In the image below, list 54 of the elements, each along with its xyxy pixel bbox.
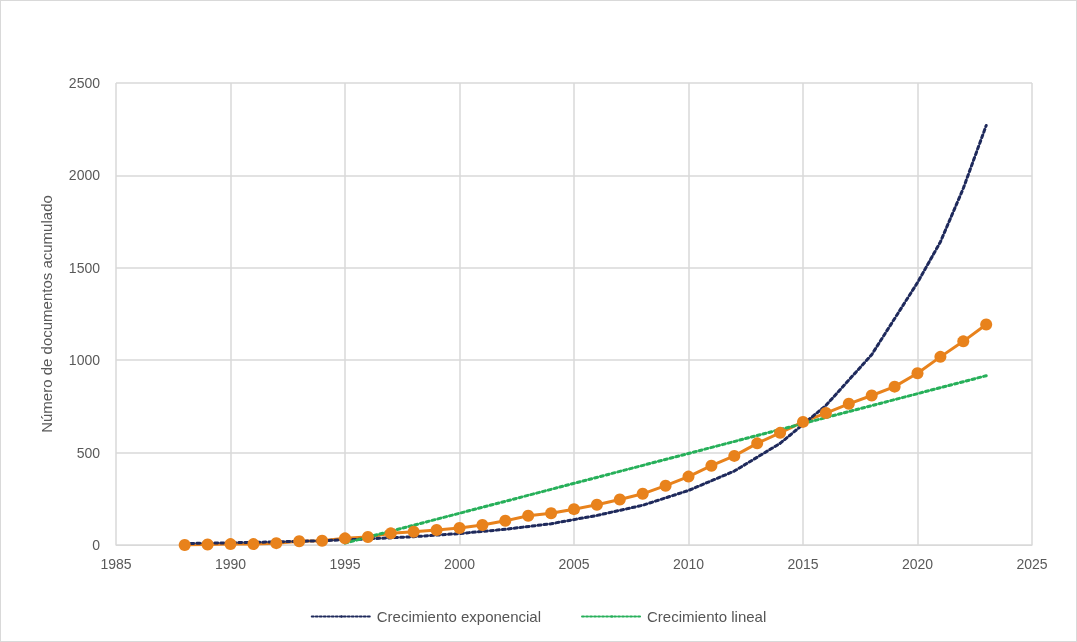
point <box>613 493 626 506</box>
point <box>682 470 695 483</box>
point <box>522 509 535 522</box>
point <box>980 318 993 331</box>
point <box>430 524 443 537</box>
point <box>774 426 787 439</box>
y-tick-label: 1500 <box>68 259 101 276</box>
point <box>728 449 741 462</box>
point <box>339 532 351 545</box>
point <box>705 459 718 472</box>
point <box>178 539 191 551</box>
point <box>934 350 947 363</box>
point <box>247 538 260 551</box>
x-tick-label: 1985 <box>100 556 132 572</box>
point <box>659 479 672 492</box>
legend-label: Crecimiento exponencial <box>376 608 542 625</box>
x-tick-label: 2020 <box>901 556 934 572</box>
x-tick-label: 2025 <box>1016 556 1048 572</box>
point <box>270 537 283 550</box>
point <box>361 531 374 544</box>
point <box>911 367 924 380</box>
point <box>751 437 764 450</box>
x-tick-label: 2015 <box>787 556 819 572</box>
point <box>568 503 580 516</box>
point <box>797 415 809 428</box>
point <box>499 514 512 527</box>
point <box>316 534 329 547</box>
y-axis-title: Número de documentos acumulado <box>38 195 55 433</box>
point <box>293 535 306 548</box>
y-tick-label: 2000 <box>68 167 101 184</box>
point <box>407 525 420 538</box>
point <box>888 380 901 393</box>
y-tick-label: 2500 <box>68 75 101 91</box>
x-tick-label: 1990 <box>214 556 247 572</box>
y-tick-label: 0 <box>92 537 101 553</box>
point <box>842 397 855 410</box>
point <box>384 527 397 540</box>
y-tick-label: 500 <box>76 444 101 461</box>
y-tick-label: 1000 <box>68 352 101 369</box>
x-tick-label: 2010 <box>672 556 705 572</box>
point <box>590 498 603 511</box>
point <box>636 487 649 500</box>
point <box>865 389 878 402</box>
x-tick-label: 2005 <box>558 556 590 572</box>
point <box>453 522 466 534</box>
x-tick-label: 1995 <box>329 556 361 572</box>
point <box>957 335 970 348</box>
point <box>476 519 489 532</box>
point <box>545 507 558 520</box>
point <box>224 538 237 551</box>
point <box>819 407 832 420</box>
x-tick-label: 2000 <box>443 556 476 572</box>
legend-label: Crecimiento lineal <box>647 608 767 625</box>
point <box>201 538 214 551</box>
